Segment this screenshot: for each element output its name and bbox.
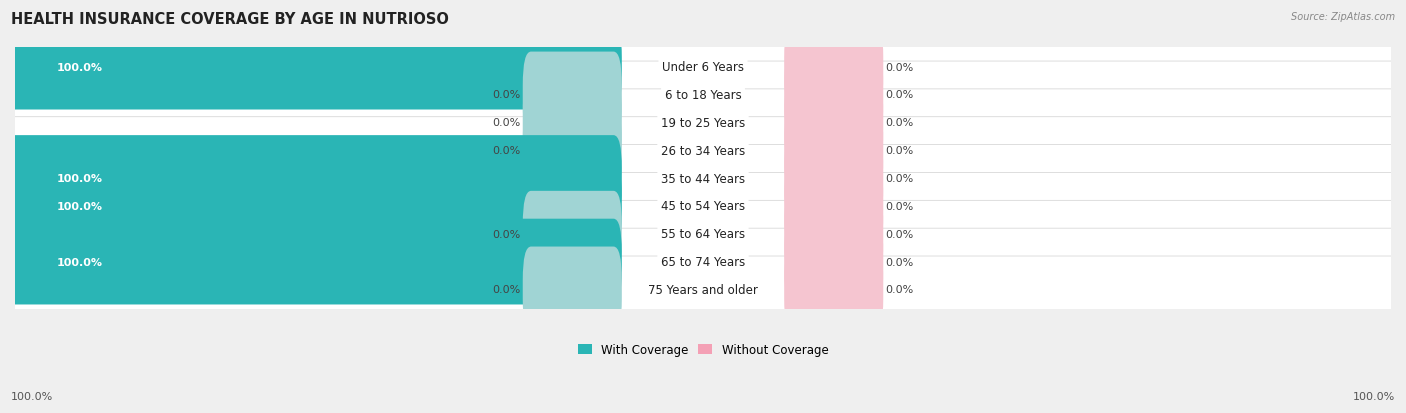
FancyBboxPatch shape: [8, 90, 1398, 157]
FancyBboxPatch shape: [8, 201, 1398, 268]
Text: 100.0%: 100.0%: [1353, 391, 1395, 401]
Text: 0.0%: 0.0%: [492, 285, 520, 295]
Text: 0.0%: 0.0%: [886, 229, 914, 239]
FancyBboxPatch shape: [7, 219, 621, 305]
Text: 0.0%: 0.0%: [886, 285, 914, 295]
Text: 6 to 18 Years: 6 to 18 Years: [665, 89, 741, 102]
FancyBboxPatch shape: [523, 108, 621, 194]
FancyBboxPatch shape: [785, 164, 883, 249]
FancyBboxPatch shape: [8, 34, 1398, 101]
Text: 55 to 64 Years: 55 to 64 Years: [661, 228, 745, 241]
FancyBboxPatch shape: [785, 25, 883, 110]
Text: 0.0%: 0.0%: [886, 257, 914, 267]
FancyBboxPatch shape: [785, 136, 883, 221]
Text: 0.0%: 0.0%: [886, 90, 914, 100]
Text: Under 6 Years: Under 6 Years: [662, 61, 744, 74]
Text: 100.0%: 100.0%: [56, 62, 103, 72]
Text: 100.0%: 100.0%: [56, 173, 103, 184]
Text: 0.0%: 0.0%: [886, 202, 914, 211]
FancyBboxPatch shape: [8, 145, 1398, 212]
Text: 0.0%: 0.0%: [886, 173, 914, 184]
FancyBboxPatch shape: [785, 108, 883, 194]
FancyBboxPatch shape: [8, 173, 1398, 240]
FancyBboxPatch shape: [785, 219, 883, 305]
FancyBboxPatch shape: [785, 80, 883, 166]
FancyBboxPatch shape: [785, 247, 883, 332]
Text: Source: ZipAtlas.com: Source: ZipAtlas.com: [1291, 12, 1395, 22]
Text: 0.0%: 0.0%: [492, 229, 520, 239]
FancyBboxPatch shape: [523, 52, 621, 138]
Text: 45 to 54 Years: 45 to 54 Years: [661, 200, 745, 213]
FancyBboxPatch shape: [523, 80, 621, 166]
Text: HEALTH INSURANCE COVERAGE BY AGE IN NUTRIOSO: HEALTH INSURANCE COVERAGE BY AGE IN NUTR…: [11, 12, 449, 27]
FancyBboxPatch shape: [785, 52, 883, 138]
FancyBboxPatch shape: [785, 191, 883, 277]
Text: 100.0%: 100.0%: [56, 257, 103, 267]
FancyBboxPatch shape: [8, 229, 1398, 295]
FancyBboxPatch shape: [523, 247, 621, 332]
Text: 0.0%: 0.0%: [492, 90, 520, 100]
Text: 35 to 44 Years: 35 to 44 Years: [661, 172, 745, 185]
FancyBboxPatch shape: [7, 136, 621, 221]
Text: 0.0%: 0.0%: [886, 146, 914, 156]
Text: 0.0%: 0.0%: [886, 62, 914, 72]
FancyBboxPatch shape: [8, 62, 1398, 128]
FancyBboxPatch shape: [7, 164, 621, 249]
Legend: With Coverage, Without Coverage: With Coverage, Without Coverage: [572, 338, 834, 361]
Text: 19 to 25 Years: 19 to 25 Years: [661, 116, 745, 130]
Text: 75 Years and older: 75 Years and older: [648, 283, 758, 296]
Text: 100.0%: 100.0%: [11, 391, 53, 401]
Text: 65 to 74 Years: 65 to 74 Years: [661, 256, 745, 268]
Text: 0.0%: 0.0%: [886, 118, 914, 128]
FancyBboxPatch shape: [8, 117, 1398, 184]
FancyBboxPatch shape: [8, 256, 1398, 323]
Text: 0.0%: 0.0%: [492, 146, 520, 156]
FancyBboxPatch shape: [7, 25, 621, 110]
Text: 26 to 34 Years: 26 to 34 Years: [661, 144, 745, 157]
Text: 100.0%: 100.0%: [56, 202, 103, 211]
Text: 0.0%: 0.0%: [492, 118, 520, 128]
FancyBboxPatch shape: [523, 191, 621, 277]
